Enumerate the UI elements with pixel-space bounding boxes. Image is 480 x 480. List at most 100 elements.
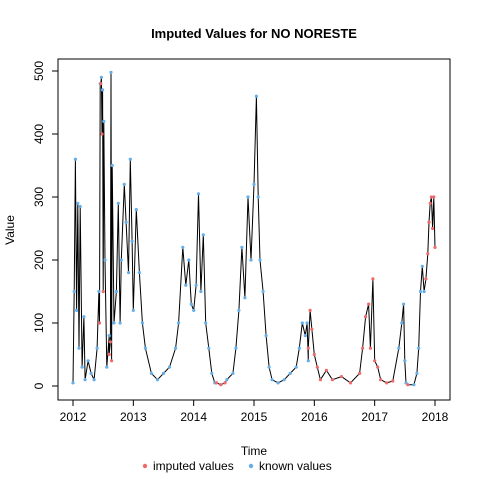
known-point xyxy=(103,258,107,262)
imputed-point xyxy=(424,277,428,281)
known-point xyxy=(112,321,116,325)
known-point xyxy=(71,381,75,385)
y-tick-label: 400 xyxy=(32,124,46,144)
series-line xyxy=(72,72,436,386)
y-tick-label: 500 xyxy=(32,61,46,81)
known-point xyxy=(297,346,301,350)
known-point xyxy=(192,308,196,312)
known-point xyxy=(75,308,79,312)
imputed-point xyxy=(361,346,365,350)
known-point xyxy=(126,271,131,275)
imputed-point xyxy=(99,82,103,86)
known-point xyxy=(288,371,292,375)
imputed-point xyxy=(406,383,410,387)
imputed-point xyxy=(324,368,328,372)
y-tick-label: 100 xyxy=(32,313,46,333)
x-tick-label: 2016 xyxy=(301,410,328,424)
known-point xyxy=(73,157,77,161)
known-point xyxy=(303,334,307,338)
imputed-point xyxy=(371,277,375,281)
known-point xyxy=(412,383,416,387)
known-point xyxy=(201,233,205,237)
series-line-path xyxy=(72,72,436,386)
imputed-point xyxy=(97,321,102,325)
legend: imputed values known values xyxy=(142,459,332,473)
series-points xyxy=(71,70,437,387)
imputed-point xyxy=(427,220,431,224)
imputed-point xyxy=(429,195,433,199)
y-axis: 0 100 200 300 400 500 xyxy=(32,61,59,389)
known-point xyxy=(119,258,123,262)
known-point xyxy=(77,346,81,350)
legend-imputed-label: imputed values xyxy=(153,459,234,473)
known-point xyxy=(181,245,185,249)
known-point xyxy=(140,321,144,325)
known-point xyxy=(415,371,419,375)
y-axis-label: Value xyxy=(3,215,17,245)
known-point xyxy=(403,359,407,363)
known-point xyxy=(72,289,76,294)
known-point xyxy=(110,163,114,168)
known-point xyxy=(422,289,426,294)
y-tick-label: 200 xyxy=(32,250,46,270)
imputed-point xyxy=(330,378,334,382)
known-point xyxy=(155,378,160,382)
imputed-point xyxy=(385,381,389,385)
known-point xyxy=(199,289,203,294)
known-point xyxy=(249,258,253,262)
imputed-point xyxy=(431,226,435,231)
known-point xyxy=(82,315,86,319)
known-point xyxy=(83,378,87,382)
known-point xyxy=(196,192,201,196)
known-point xyxy=(134,208,138,212)
imputed-point xyxy=(432,195,436,199)
known-point xyxy=(177,321,181,325)
imputed-point xyxy=(367,302,371,306)
known-point xyxy=(131,308,135,312)
known-point xyxy=(95,346,99,350)
imputed-point xyxy=(391,379,395,383)
known-point xyxy=(282,378,286,382)
imputed-point xyxy=(315,365,319,369)
imputed-point xyxy=(219,383,223,387)
known-point xyxy=(237,308,241,312)
x-tick-label: 2018 xyxy=(422,410,449,424)
known-point xyxy=(101,88,105,92)
known-point xyxy=(264,334,268,338)
known-point xyxy=(189,302,193,306)
known-point xyxy=(246,195,250,199)
imputed-point xyxy=(308,308,312,312)
x-axis: 2012 2013 2014 2015 2016 2017 2018 xyxy=(60,399,449,424)
y-tick-label: 300 xyxy=(32,187,46,207)
known-point xyxy=(204,321,208,325)
plot-frame xyxy=(57,58,451,401)
chart-title: Imputed Values for NO NORESTE xyxy=(151,26,357,41)
known-point xyxy=(234,346,238,350)
known-point xyxy=(99,75,103,79)
imputed-point xyxy=(368,346,372,350)
known-point xyxy=(225,378,229,382)
known-point xyxy=(114,289,118,294)
known-point xyxy=(137,271,141,275)
imputed-point xyxy=(379,378,383,382)
imputed-point xyxy=(310,327,314,331)
known-point xyxy=(418,289,423,294)
known-point xyxy=(167,365,172,369)
known-point xyxy=(305,321,309,325)
known-point xyxy=(240,245,244,249)
known-point xyxy=(276,381,280,385)
known-point xyxy=(252,182,256,186)
imputed-point xyxy=(426,252,430,256)
known-point xyxy=(86,359,90,363)
known-point xyxy=(89,371,93,375)
known-point xyxy=(92,378,96,382)
imputed-point xyxy=(312,352,316,357)
known-point xyxy=(130,239,134,243)
imputed-point xyxy=(100,132,104,136)
imputed-point xyxy=(318,378,322,382)
known-point xyxy=(258,258,262,262)
known-point xyxy=(300,321,304,325)
known-point xyxy=(400,321,404,325)
imputed-point xyxy=(373,359,377,363)
